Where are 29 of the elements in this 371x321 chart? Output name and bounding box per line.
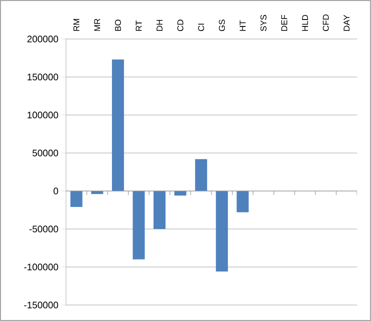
- x-tick-label: HT: [240, 20, 246, 31]
- y-tick-label: 50000: [32, 150, 58, 156]
- x-tick-label: DEF: [281, 14, 288, 31]
- x-tick-label: GS: [218, 20, 225, 32]
- bar: [132, 191, 145, 260]
- bar: [216, 191, 228, 272]
- x-tick-label: RT: [136, 20, 142, 31]
- y-tick-label: -50000: [29, 226, 58, 232]
- x-tick-label: BO: [114, 20, 121, 31]
- y-tick-label: 0: [54, 188, 58, 194]
- x-tick-label: HLD: [302, 14, 308, 31]
- x-tick-label: RM: [73, 19, 80, 31]
- bar: [112, 60, 124, 191]
- bar: [195, 159, 208, 191]
- y-tick-label: 100000: [28, 112, 58, 118]
- x-tick-label: DAY: [344, 14, 350, 31]
- bar: [154, 191, 166, 229]
- x-tick-label: MR: [94, 18, 100, 31]
- x-tick-label: CD: [177, 20, 184, 32]
- x-tick-label: DH: [156, 20, 162, 31]
- y-tick-label: 150000: [28, 74, 58, 80]
- y-tick-label: -100000: [24, 264, 58, 270]
- y-tick-label: 200000: [27, 36, 58, 42]
- y-tick-label: -150000: [24, 302, 58, 308]
- x-tick-label: CI: [198, 24, 204, 32]
- bar: [236, 191, 249, 212]
- x-tick-label: SYS: [260, 14, 266, 32]
- x-tick-label: CFD: [322, 14, 329, 32]
- bar: [70, 191, 82, 207]
